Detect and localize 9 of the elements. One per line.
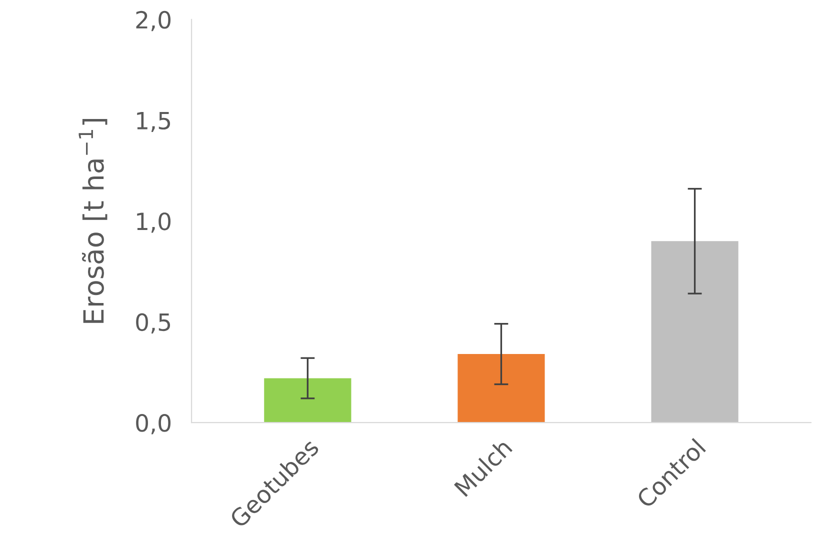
y-tick-label: 0,0 (136, 414, 171, 434)
y-tick-label: 0,5 (136, 313, 170, 334)
bar (458, 354, 545, 423)
bar (264, 378, 352, 423)
y-tick-label: 1,0 (137, 212, 171, 233)
bar (651, 241, 738, 423)
y-tick-label: 2,0 (136, 10, 171, 32)
y-axis-title: Erosão [t ha$^{−1}$] (78, 118, 108, 323)
y-tick-label: 1,5 (137, 112, 170, 132)
